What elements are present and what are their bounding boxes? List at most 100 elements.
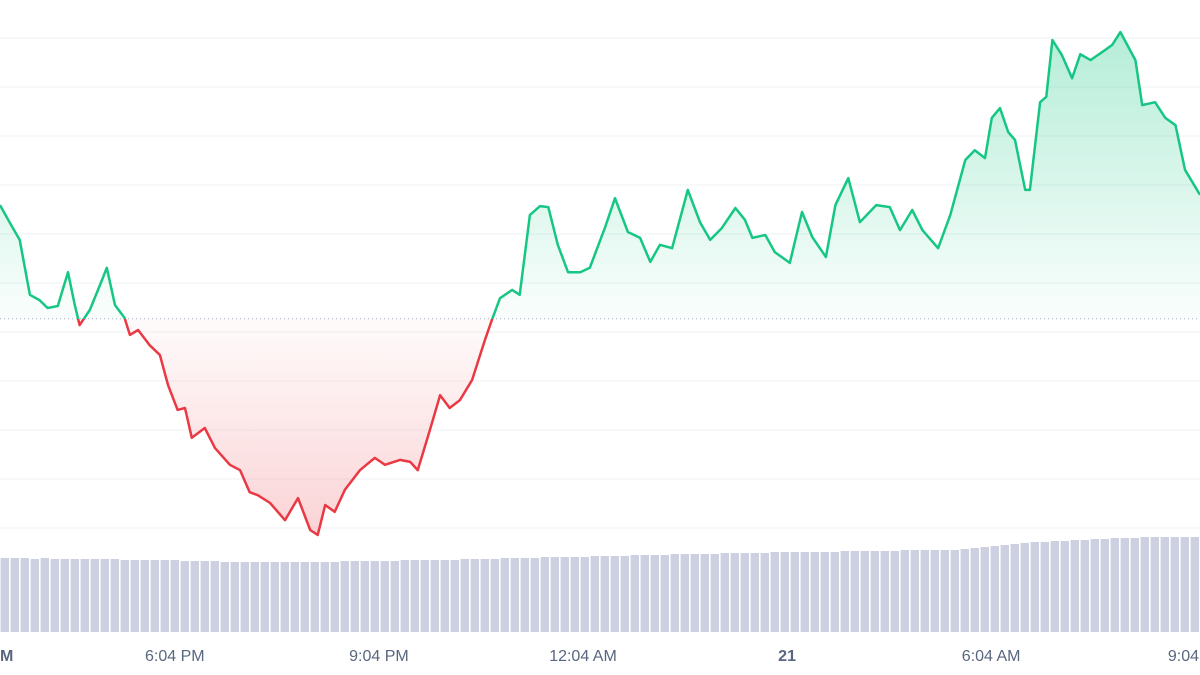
volume-bar	[1060, 541, 1069, 632]
volume-bar	[450, 560, 459, 632]
volume-bar	[570, 557, 579, 632]
volume-bar	[350, 561, 359, 632]
volume-bar	[200, 561, 209, 632]
volume-bar	[510, 558, 519, 632]
volume-bar	[1150, 537, 1159, 632]
volume-bar	[580, 557, 589, 632]
volume-bar	[60, 559, 69, 632]
volume-bar	[1040, 542, 1049, 632]
volume-bar	[1110, 538, 1119, 632]
x-tick-label: M	[0, 648, 13, 665]
volume-bar	[980, 547, 989, 632]
volume-bar	[960, 549, 969, 632]
volume-bar	[150, 560, 159, 632]
volume-bar	[630, 555, 639, 632]
volume-bar	[770, 552, 779, 632]
volume-bar	[240, 562, 249, 632]
volume-bar	[790, 552, 799, 632]
volume-bar	[160, 560, 169, 632]
volume-bar	[820, 552, 829, 632]
volume-bar	[1000, 545, 1009, 632]
volume-bar	[1080, 540, 1089, 632]
x-tick-label: 6:04 AM	[962, 648, 1021, 665]
x-tick-label: 9:04 PM	[349, 648, 409, 665]
volume-bar	[270, 562, 279, 632]
volume-bar	[1130, 538, 1139, 632]
volume-bar	[610, 556, 619, 632]
volume-bar	[640, 555, 649, 632]
volume-bar	[950, 550, 959, 632]
volume-bar	[290, 562, 299, 632]
volume-bar	[320, 562, 329, 632]
volume-bar	[1030, 542, 1039, 632]
volume-bar	[530, 558, 539, 632]
volume-bar	[20, 558, 29, 632]
volume-bar	[490, 559, 499, 632]
volume-bar	[390, 561, 399, 632]
volume-bar	[250, 562, 259, 632]
volume-bar	[180, 561, 189, 632]
volume-bar	[310, 562, 319, 632]
volume-bar	[460, 559, 469, 632]
volume-bar	[130, 560, 139, 632]
volume-bar	[90, 559, 99, 632]
volume-bar	[1070, 540, 1079, 632]
volume-bar	[1120, 538, 1129, 632]
volume-bar	[1160, 537, 1169, 632]
volume-bar	[760, 553, 769, 632]
volume-bar	[70, 559, 79, 632]
x-tick-label: 6:04 PM	[145, 648, 205, 665]
volume-bar	[110, 559, 119, 632]
volume-bar	[830, 552, 839, 632]
volume-bar	[440, 560, 449, 632]
volume-bar	[750, 553, 759, 632]
volume-bar	[810, 552, 819, 632]
volume-bar	[890, 551, 899, 632]
volume-bar	[900, 550, 909, 632]
volume-bar	[520, 558, 529, 632]
price-line	[0, 30, 1200, 537]
volume-bar	[1010, 544, 1019, 632]
volume-bar	[700, 554, 709, 632]
volume-bar	[1170, 537, 1179, 632]
volume-bar	[680, 554, 689, 632]
volume-bar	[410, 560, 419, 632]
volume-bar	[710, 554, 719, 632]
volume-bar	[1190, 537, 1199, 632]
volume-bar	[120, 560, 129, 632]
volume-bar	[80, 559, 89, 632]
volume-bar	[650, 555, 659, 632]
volume-bar	[670, 554, 679, 632]
volume-bar	[850, 551, 859, 632]
x-tick-label: 12:04 AM	[549, 648, 617, 665]
volume-bar	[780, 552, 789, 632]
volume-bar	[800, 552, 809, 632]
volume-bar	[740, 553, 749, 632]
volume-bar	[10, 558, 19, 632]
volume-bar	[330, 562, 339, 632]
volume-bar	[540, 557, 549, 632]
volume-bar	[1020, 543, 1029, 632]
volume-bar	[220, 562, 229, 632]
volume-bar	[940, 550, 949, 632]
x-tick-label: 9:04	[1168, 648, 1199, 665]
volume-bar	[470, 559, 479, 632]
volume-bar	[930, 550, 939, 632]
volume-bar	[0, 558, 9, 632]
volume-bar	[870, 551, 879, 632]
volume-bar	[210, 561, 219, 632]
x-tick-label: 21	[778, 648, 796, 665]
volume-bar	[370, 561, 379, 632]
volume-bar	[840, 551, 849, 632]
volume-bar	[420, 560, 429, 632]
area-fill	[0, 32, 1200, 535]
volume-bar	[360, 561, 369, 632]
volume-bar	[280, 562, 289, 632]
volume-bar	[340, 561, 349, 632]
volume-bar	[660, 555, 669, 632]
volume-bar	[600, 556, 609, 632]
volume-bar	[730, 553, 739, 632]
volume-bar	[910, 550, 919, 632]
volume-bar	[40, 558, 49, 632]
volume-bar	[190, 561, 199, 632]
